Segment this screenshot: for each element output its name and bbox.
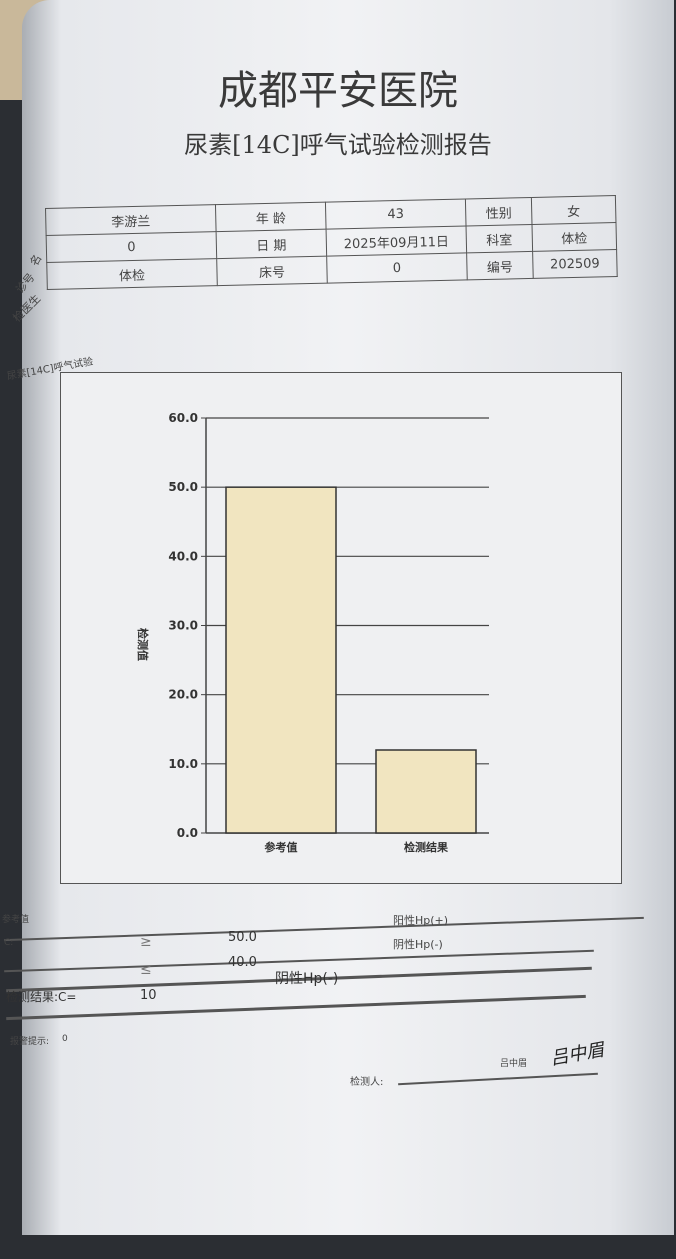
sex-value: 女 [531, 195, 616, 225]
y-tick-label: 20.0 [168, 688, 198, 702]
ref-value-2: 40.0 [228, 955, 257, 970]
y-axis-label: 检测值 [136, 628, 150, 661]
patient-info-table: 李游兰 年 龄 43 性别 女 0 日 期 2025年09月11日 科室 体检 … [45, 195, 618, 290]
x-tick-label: 检测结果 [404, 840, 448, 854]
ref-result-2: 阴性Hp(-) [393, 938, 443, 951]
tester-name: 吕中眉 [500, 1059, 528, 1069]
chart-frame: 0.0 10.0 20.0 30.0 40.0 50.0 60.0 检测值参考值 检测结果 [60, 372, 622, 884]
x-tick-label: 参考值 [265, 840, 298, 854]
referral: 体检 [46, 258, 218, 290]
alert-value: 0 [62, 1034, 68, 1044]
ref-op-2: ≤ [140, 962, 152, 978]
bar-result [375, 749, 477, 834]
id-label: 编号 [466, 251, 534, 280]
y-tick-label: 50.0 [168, 480, 198, 494]
bar-reference [225, 486, 337, 834]
alert-label: 报警提示: [10, 1037, 50, 1047]
result-interpretation: 阴性Hp(-) [275, 971, 339, 987]
outpatient-no: 0 [46, 231, 217, 263]
bed-label: 床号 [216, 256, 328, 286]
date-label: 日 期 [216, 229, 327, 259]
y-tick-label: 30.0 [168, 619, 198, 633]
id-value: 202509 [532, 249, 618, 279]
y-tick-label: 40.0 [168, 549, 198, 563]
report-title: 尿素[14C]呼气试验检测报告 [184, 131, 492, 159]
dept-value: 体检 [531, 222, 617, 252]
hospital-name: 成都平安医院 [218, 68, 458, 114]
ref-result-1: 阳性Hp(+) [393, 914, 449, 927]
date-value: 2025年09月11日 [326, 225, 467, 257]
result-value: 10 [140, 988, 157, 1003]
sex-label: 性别 [465, 197, 532, 226]
y-tick-label: 0.0 [177, 826, 198, 840]
c-label: C: [4, 938, 14, 948]
y-tick-label: 60.0 [168, 411, 198, 425]
reference-label: 参考值 [2, 915, 30, 925]
ref-value-1: 50.0 [228, 930, 257, 945]
y-tick-label: 10.0 [168, 757, 198, 771]
dept-label: 科室 [466, 224, 533, 253]
patient-name: 李游兰 [45, 204, 217, 236]
age-label: 年 龄 [215, 202, 327, 232]
result-label: 检测结果:C= [6, 990, 77, 1004]
bed-value: 0 [326, 252, 468, 284]
tester-label: 检测人: [350, 1077, 384, 1088]
ref-op-1: ≥ [140, 934, 152, 950]
age-value: 43 [325, 198, 467, 230]
